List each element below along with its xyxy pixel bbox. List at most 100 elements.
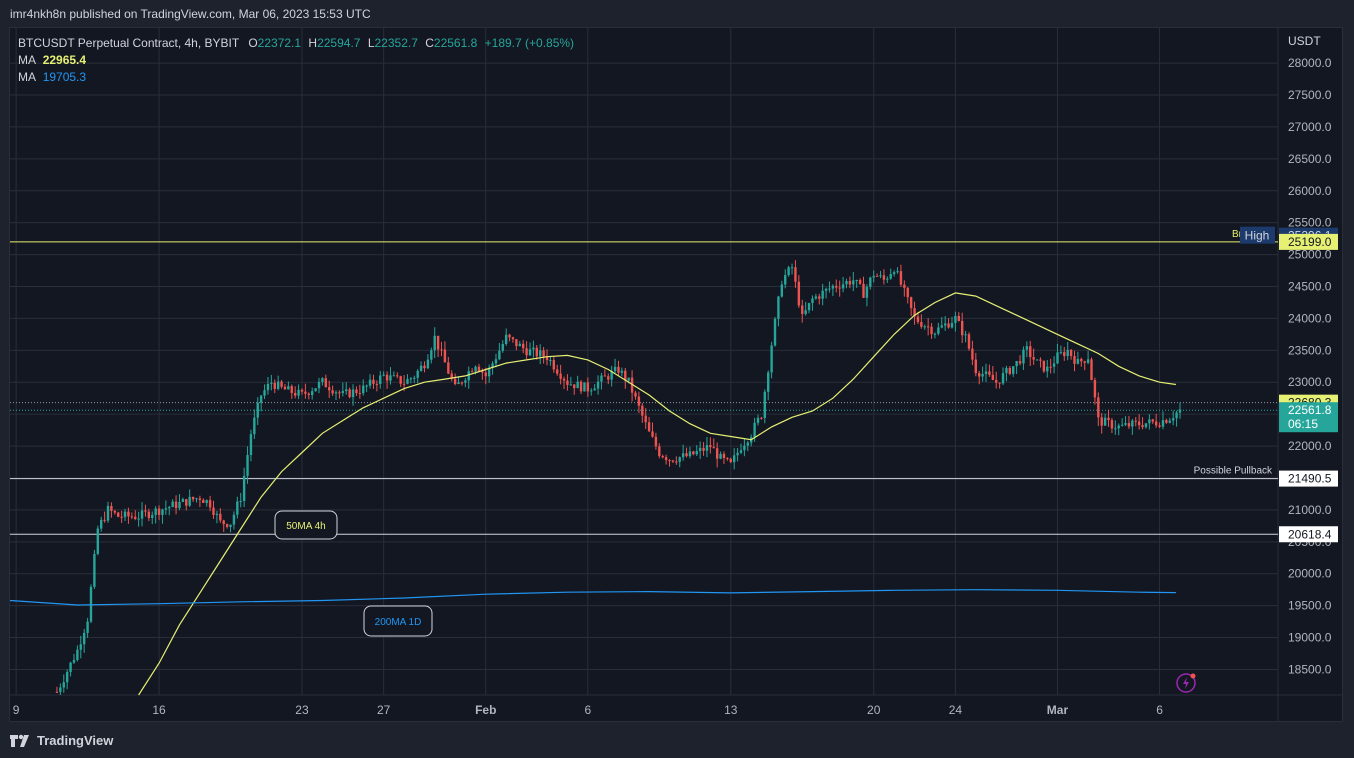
ma200-annotation-box bbox=[363, 605, 433, 637]
candle-body bbox=[647, 422, 651, 432]
candle-body bbox=[1063, 352, 1066, 357]
candle-body bbox=[967, 334, 971, 349]
tradingview-logo[interactable]: TradingView bbox=[10, 733, 113, 748]
candle-body bbox=[726, 458, 729, 460]
candle-body bbox=[494, 359, 498, 364]
candle-body bbox=[746, 442, 749, 446]
candle-body bbox=[821, 290, 824, 299]
candle-body bbox=[229, 524, 232, 527]
candle-body bbox=[753, 422, 756, 438]
candle-body bbox=[232, 514, 236, 525]
candle-body bbox=[525, 348, 528, 356]
candle-body bbox=[205, 500, 208, 503]
candle-body bbox=[106, 505, 110, 521]
candle-body bbox=[453, 378, 457, 385]
candle-body bbox=[545, 356, 549, 361]
candle-body bbox=[259, 395, 263, 403]
legend-ma200-row[interactable]: MA 19705.3 bbox=[18, 69, 574, 86]
candle-body bbox=[300, 389, 304, 392]
candle-body bbox=[681, 453, 685, 458]
candle-body bbox=[579, 381, 583, 392]
high-title-text: High bbox=[1245, 229, 1270, 243]
legend-close-label: C bbox=[425, 36, 434, 50]
candle-body bbox=[130, 516, 134, 518]
candle-body bbox=[756, 417, 760, 423]
candle-body bbox=[613, 366, 617, 372]
y-tick-label: 22000.0 bbox=[1288, 439, 1332, 453]
legend-ma50-row[interactable]: MA 22965.4 bbox=[18, 52, 574, 69]
candle-body bbox=[508, 334, 511, 338]
candle-body bbox=[375, 383, 379, 385]
candle-body bbox=[345, 389, 348, 392]
candle-body bbox=[382, 374, 385, 376]
candle-body bbox=[1161, 420, 1165, 427]
x-tick-label: 13 bbox=[724, 703, 738, 717]
y-tick-label: 25500.0 bbox=[1288, 216, 1332, 230]
candle-body bbox=[637, 396, 641, 406]
candle-body bbox=[668, 460, 671, 462]
candle-body bbox=[59, 687, 62, 692]
y-tick-label: 18500.0 bbox=[1288, 662, 1332, 676]
candle-body bbox=[991, 374, 995, 381]
candle-body bbox=[954, 316, 957, 324]
candle-body bbox=[634, 392, 637, 397]
candle-body bbox=[903, 284, 906, 288]
candle-body bbox=[879, 275, 882, 277]
candle-body bbox=[239, 501, 242, 503]
candle-body bbox=[504, 334, 508, 344]
lightning-icon[interactable] bbox=[1176, 673, 1196, 693]
high-title-tag bbox=[1240, 226, 1275, 244]
candle-body bbox=[151, 514, 154, 518]
candle-body bbox=[324, 378, 328, 388]
legend-low-label: L bbox=[367, 36, 375, 50]
y-tick-label: 27000.0 bbox=[1288, 120, 1332, 134]
candle-body bbox=[865, 286, 869, 298]
x-tick-label: 9 bbox=[13, 703, 20, 717]
candle-body bbox=[998, 382, 1001, 384]
candle-body bbox=[515, 339, 518, 347]
pullback-tag bbox=[1279, 470, 1338, 487]
candle-body bbox=[338, 392, 341, 394]
candle-body bbox=[1015, 361, 1018, 367]
candle-body bbox=[600, 375, 603, 382]
y-tick-label: 19500.0 bbox=[1288, 599, 1332, 613]
candle-body bbox=[392, 375, 396, 377]
candle-body bbox=[212, 507, 215, 515]
candle-body bbox=[498, 350, 501, 360]
candle-body bbox=[321, 378, 324, 382]
candle-body bbox=[1090, 359, 1093, 381]
candle-body bbox=[831, 285, 835, 289]
x-tick-label: 6 bbox=[585, 703, 592, 717]
chart-legend: BTCUSDT Perpetual Contract, 4h, BYBIT O2… bbox=[18, 35, 574, 86]
y-tick-label: 21000.0 bbox=[1288, 503, 1332, 517]
candle-body bbox=[487, 367, 491, 377]
candle-body bbox=[178, 501, 181, 509]
candle-body bbox=[573, 384, 576, 389]
candle-body bbox=[896, 271, 899, 273]
candle-body bbox=[916, 316, 920, 323]
legend-close: 22561.8 bbox=[433, 36, 478, 50]
candle-body bbox=[1158, 425, 1161, 427]
last-price-text: 22561.8 bbox=[1288, 403, 1332, 417]
candle-body bbox=[909, 297, 913, 309]
legend-low: 22352.7 bbox=[374, 36, 418, 50]
candle-body bbox=[1029, 346, 1032, 358]
candle-body bbox=[423, 365, 426, 369]
candle-body bbox=[1100, 417, 1103, 426]
candle-body bbox=[556, 369, 559, 374]
candle-body bbox=[828, 288, 831, 290]
candle-body bbox=[389, 375, 392, 381]
candle-body bbox=[93, 553, 96, 587]
candle-body bbox=[304, 391, 307, 394]
candle-body bbox=[926, 326, 930, 328]
candle-body bbox=[1097, 397, 1100, 418]
chart-frame[interactable] bbox=[9, 27, 1343, 722]
candle-body bbox=[117, 512, 120, 517]
candle-body bbox=[559, 373, 562, 379]
candle-body bbox=[1144, 423, 1148, 428]
candle-body bbox=[1005, 367, 1008, 374]
candle-body bbox=[1052, 363, 1056, 367]
candle-body bbox=[739, 450, 743, 453]
candle-body bbox=[960, 320, 964, 336]
